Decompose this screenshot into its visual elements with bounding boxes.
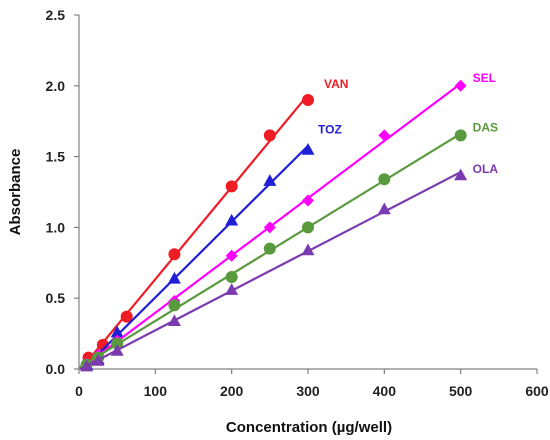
data-point [110, 325, 124, 338]
data-point [454, 129, 467, 142]
trend-line [80, 171, 462, 370]
x-axis-title: Concentration (µg/well) [226, 419, 392, 436]
series-label: OLA [473, 162, 499, 176]
data-point [110, 344, 124, 356]
x-tick-label: 0 [75, 383, 83, 399]
series-layer: VAN TOZ SEL DAS OLA [78, 71, 499, 372]
x-tick-label: 600 [525, 383, 549, 399]
y-tick-labels: 0.0 0.5 1.0 1.5 2.0 2.5 [46, 7, 66, 377]
data-point [120, 310, 133, 323]
x-tick-label: 500 [449, 383, 473, 399]
data-point [111, 337, 124, 350]
data-point [225, 249, 238, 262]
data-point [263, 221, 276, 234]
data-point [168, 299, 181, 312]
data-point [301, 243, 315, 256]
series-label: SEL [473, 71, 496, 85]
data-point [263, 242, 276, 255]
data-point [302, 221, 314, 234]
series-label: TOZ [318, 123, 342, 137]
x-tick-label: 300 [296, 383, 320, 399]
y-tick-label: 1.5 [46, 149, 66, 165]
data-point [167, 314, 181, 327]
data-point [225, 213, 239, 226]
series-toz: TOZ [80, 123, 342, 370]
data-point [263, 174, 277, 186]
y-tick-label: 1.0 [46, 219, 66, 235]
data-point [378, 129, 391, 142]
series-das: DAS [78, 120, 498, 371]
data-point [454, 168, 468, 181]
y-tick-label: 0.0 [46, 361, 66, 377]
x-tick-label: 400 [373, 383, 397, 399]
data-point [302, 93, 314, 106]
y-axis-title: Absorbance [7, 149, 24, 236]
x-tick-label: 200 [220, 383, 244, 399]
data-point [225, 283, 239, 295]
y-tick-label: 2.0 [46, 78, 66, 94]
data-point [263, 129, 276, 142]
series-label: DAS [473, 120, 498, 134]
data-point [377, 202, 391, 215]
data-point [302, 194, 314, 207]
y-tick-label: 2.5 [46, 7, 66, 23]
y-tick-label: 0.5 [46, 290, 66, 306]
series-ola: OLA [80, 162, 499, 372]
series-label: VAN [324, 77, 348, 91]
data-point [225, 180, 238, 193]
data-point [378, 173, 391, 186]
data-point [80, 359, 94, 372]
data-point [168, 248, 181, 261]
data-point [91, 354, 105, 366]
axes [74, 14, 538, 374]
data-point [454, 79, 467, 92]
data-point [301, 143, 315, 155]
data-point [167, 271, 181, 284]
x-tick-labels: 0 100 200 300 400 500 600 [75, 383, 549, 399]
series-sel: SEL [79, 71, 496, 370]
data-point [225, 270, 238, 283]
x-tick-label: 100 [144, 383, 168, 399]
